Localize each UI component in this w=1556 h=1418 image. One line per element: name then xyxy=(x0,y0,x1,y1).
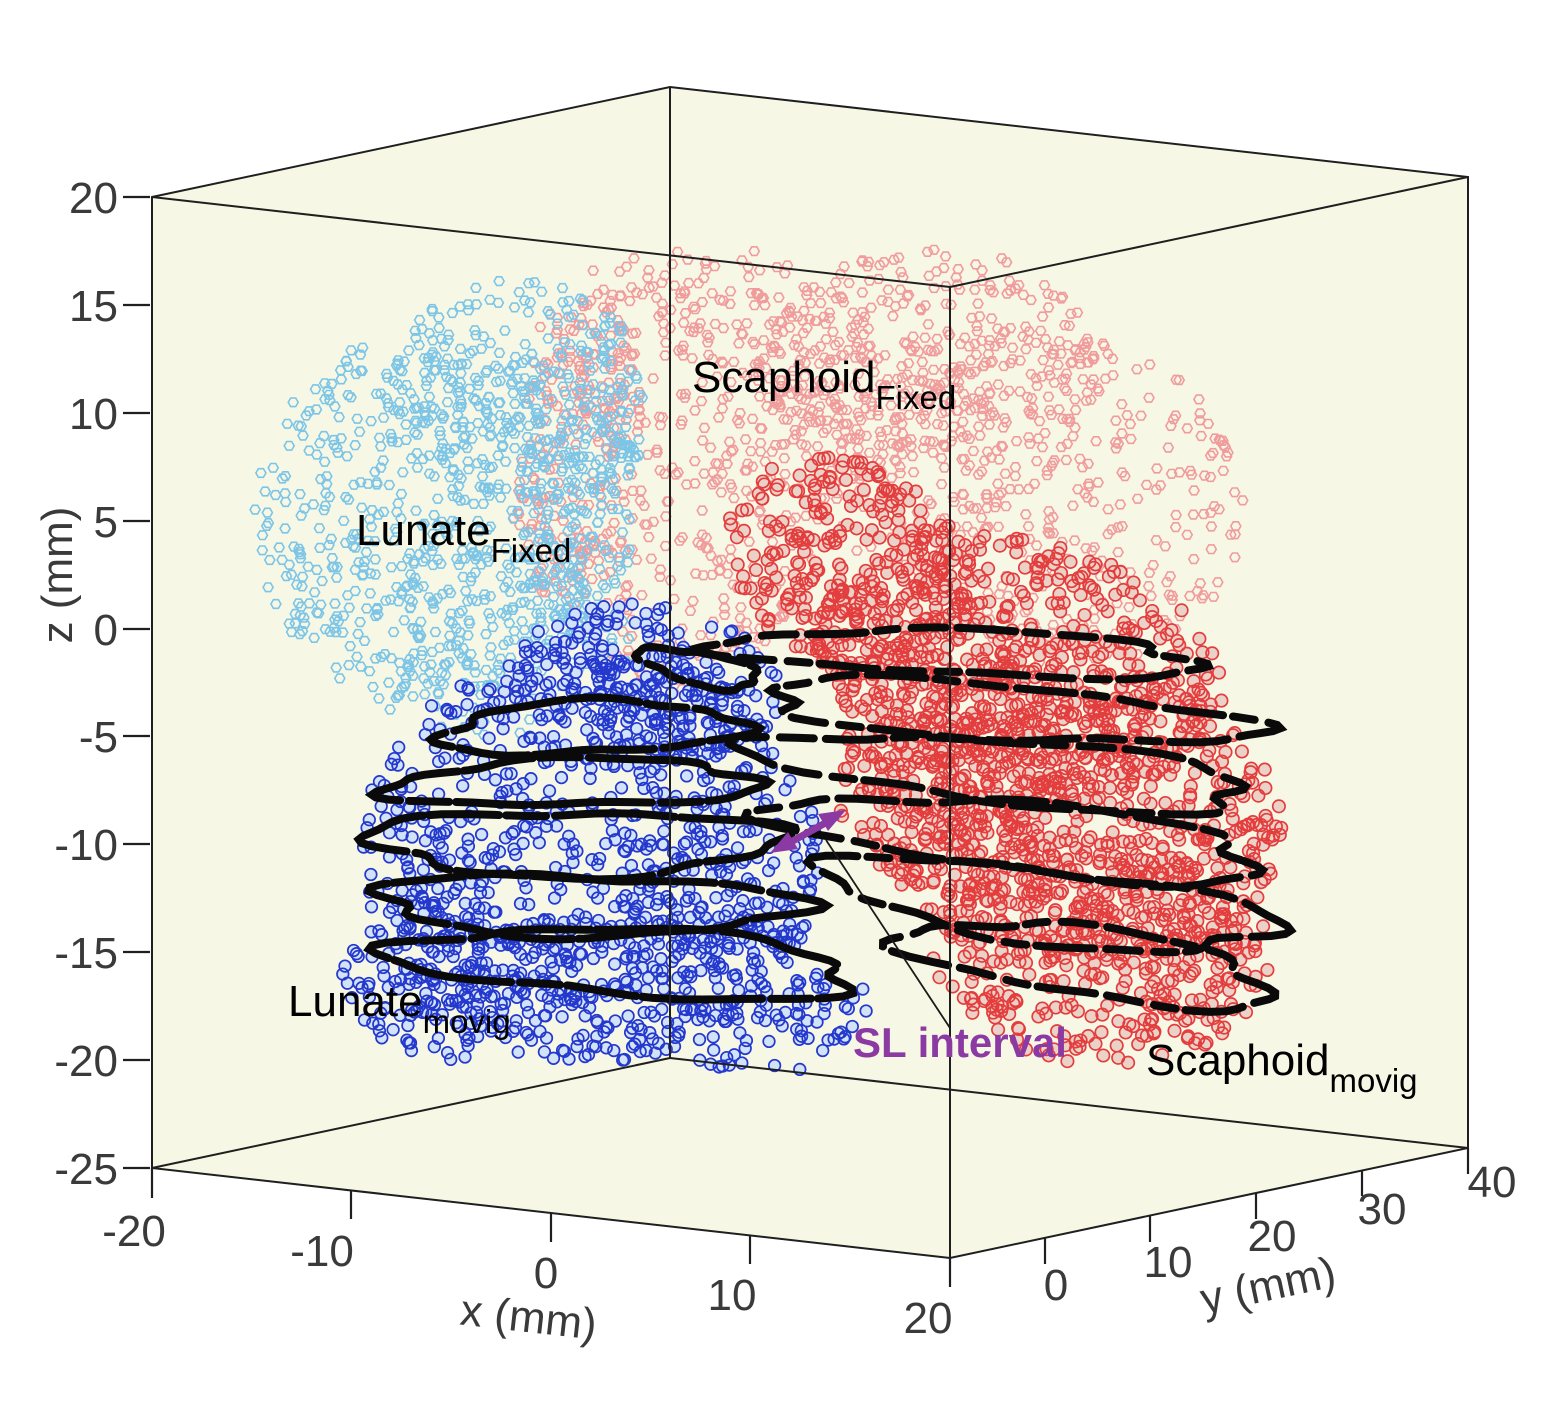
lunate-moving-slice-contour xyxy=(353,809,802,884)
label-lunate-moving: Lunatemovig xyxy=(288,977,511,1040)
scaphoid-moving-slice-contour xyxy=(688,623,1215,684)
z-tick-label: 15 xyxy=(69,282,118,331)
y-tick-label: 10 xyxy=(1144,1238,1193,1287)
scaphoid-moving-slice-contour xyxy=(878,917,1280,1016)
z-tick-label: 0 xyxy=(94,606,118,655)
label-lunate-moving-main: Lunate xyxy=(288,977,423,1026)
label-lunate-fixed-sub: Fixed xyxy=(491,532,572,569)
scaphoid-moving-slice-contour xyxy=(724,732,1252,819)
label-lunate-moving-sub: movig xyxy=(423,1003,511,1040)
z-tick-label: 5 xyxy=(94,498,118,547)
axis-tick-marks xyxy=(123,195,1470,1287)
z-tick-label: -15 xyxy=(54,929,118,978)
slice-contours xyxy=(353,623,1297,1016)
label-scaphoid-moving: Scaphoidmovig xyxy=(1146,1036,1418,1099)
z-tick-label: 20 xyxy=(69,174,118,223)
box-edge-top-front-left xyxy=(151,196,951,288)
x-tick-label: -20 xyxy=(102,1207,166,1256)
sl-arrow-head-right xyxy=(818,810,846,831)
label-lunate-fixed: LunateFixed xyxy=(356,506,571,569)
x-tick-label: 10 xyxy=(708,1271,757,1320)
z-tick-label: -25 xyxy=(54,1145,118,1194)
scaphoid-moving-markers xyxy=(723,450,1289,1070)
box-edge-floor-left xyxy=(151,1057,671,1169)
scaphoid-moving-slice-contour xyxy=(762,670,1288,747)
lunate-moving-slice-contour xyxy=(363,924,858,1004)
sl-arrow-head-left xyxy=(770,832,798,853)
lunate-fixed-points xyxy=(249,276,649,740)
x-tick-label: 20 xyxy=(904,1294,953,1343)
x-tick-label: -10 xyxy=(290,1227,354,1276)
scaphoid-moving-contours xyxy=(688,623,1297,1016)
y-tick-label: 0 xyxy=(1044,1261,1068,1310)
label-scaphoid-moving-main: Scaphoid xyxy=(1146,1036,1329,1085)
x-axis-title: x (mm) xyxy=(458,1286,599,1350)
annotations: ScaphoidFixed LunateFixed Lunatemovig Sc… xyxy=(288,353,1418,1099)
box-edge-top-front-right xyxy=(949,176,1469,288)
lunate-fixed-markers xyxy=(249,276,649,740)
z-tick-label: -10 xyxy=(54,821,118,870)
box-edge-floor-right xyxy=(669,1057,1469,1149)
label-scaphoid-fixed-main: Scaphoid xyxy=(692,353,875,402)
scaphoid-moving-slice-contour xyxy=(802,851,1297,957)
y-tick-label: 20 xyxy=(1248,1212,1297,1261)
scaphoid-moving-points xyxy=(723,450,1289,1070)
axis-tick-labels: 20 15 10 5 0 -5 -10 -15 -20 -25 -20 -10 … xyxy=(54,174,1516,1343)
z-tick-label: 10 xyxy=(69,390,118,439)
y-tick-label: 40 xyxy=(1468,1158,1517,1207)
lunate-moving-contours xyxy=(353,642,858,1004)
z-tick-label: -20 xyxy=(54,1037,118,1086)
label-scaphoid-moving-sub: movig xyxy=(1329,1062,1417,1099)
z-tick-label: -5 xyxy=(79,713,118,762)
x-tick-label: 0 xyxy=(534,1249,558,1298)
lunate-moving-slice-contour xyxy=(630,642,762,695)
sl-interval-arrow xyxy=(770,810,846,853)
z-axis-title: z (mm) xyxy=(33,507,82,644)
sl-interval-leader-line xyxy=(825,839,951,1029)
y-tick-label: 30 xyxy=(1358,1185,1407,1234)
label-sl-interval: SL interval xyxy=(853,1019,1067,1066)
lunate-moving-slice-contour xyxy=(424,693,766,760)
label-lunate-fixed-main: Lunate xyxy=(356,506,491,555)
label-scaphoid-fixed-sub: Fixed xyxy=(875,379,956,416)
lunate-moving-slice-contour xyxy=(364,753,777,810)
label-scaphoid-fixed: ScaphoidFixed xyxy=(692,353,956,416)
